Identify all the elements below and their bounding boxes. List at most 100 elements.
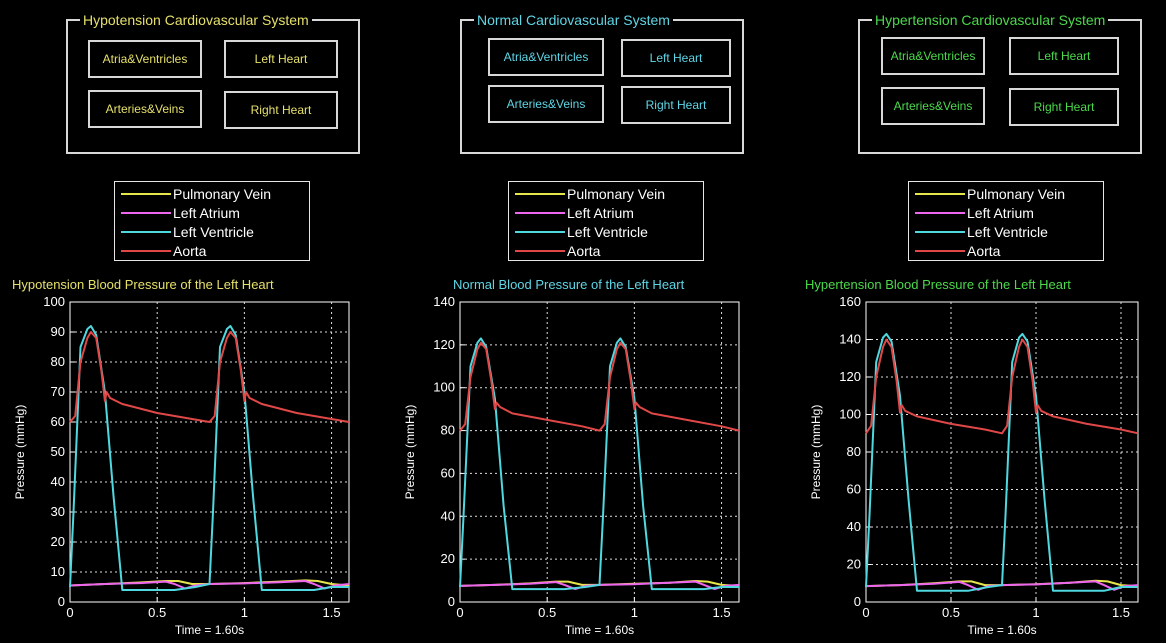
y-tick-label: 80 xyxy=(441,423,455,438)
y-tick-label: 60 xyxy=(441,465,455,480)
chart-title: Hypertension Blood Pressure of the Left … xyxy=(805,277,1071,292)
arteries-veins-button[interactable]: Arteries&Veins xyxy=(88,90,202,128)
legend-item-left-ventricle: Left Ventricle xyxy=(509,223,703,241)
legend-label: Left Ventricle xyxy=(967,224,1048,240)
legend-item-left-atrium: Left Atrium xyxy=(909,204,1103,222)
x-tick-label: 0 xyxy=(862,605,869,620)
hypotension-system-group: Hypotension Cardiovascular System Atria&… xyxy=(66,12,360,154)
legend-item-pulmonary-vein: Pulmonary Vein xyxy=(509,185,703,203)
series-line-aorta xyxy=(459,341,740,432)
legend-line xyxy=(121,231,171,233)
legend-item-pulmonary-vein: Pulmonary Vein xyxy=(909,185,1103,203)
atria-ventricles-button[interactable]: Atria&Ventricles xyxy=(88,40,202,78)
legend-item-left-ventricle: Left Ventricle xyxy=(115,223,309,241)
legend-label: Pulmonary Vein xyxy=(967,186,1066,202)
pressure-chart: 0 0.5 1 1.5 0 10 20 30 40 50 60 70 80 90 100 Time = 1.6… xyxy=(13,294,350,637)
legend-line xyxy=(515,231,565,233)
y-axis-label: Pressure (mmHg) xyxy=(13,405,27,500)
y-tick-label: 120 xyxy=(839,369,861,384)
normal-system-group: Normal Cardiovascular System Atria&Ventr… xyxy=(460,12,744,154)
y-tick-label: 20 xyxy=(847,557,861,572)
x-tick-label: 0.5 xyxy=(538,605,556,620)
legend-line xyxy=(515,212,565,214)
arteries-veins-button[interactable]: Arteries&Veins xyxy=(881,87,985,125)
y-tick-label: 140 xyxy=(433,294,455,309)
left-heart-button[interactable]: Left Heart xyxy=(1009,37,1119,75)
atria-ventricles-button[interactable]: Atria&Ventricles xyxy=(881,37,985,75)
chart-legend: Pulmonary Vein Left Atrium Left Ventricl… xyxy=(908,181,1104,261)
legend-item-aorta: Aorta xyxy=(909,242,1103,260)
chart-legend: Pulmonary Vein Left Atrium Left Ventricl… xyxy=(508,181,704,261)
chart-title: Hypotension Blood Pressure of the Left H… xyxy=(12,277,274,292)
series-line-aorta xyxy=(69,331,350,423)
left-heart-button[interactable]: Left Heart xyxy=(224,40,338,78)
legend-line xyxy=(915,193,965,195)
x-tick-label: 0.5 xyxy=(148,605,166,620)
legend-item-left-atrium: Left Atrium xyxy=(115,204,309,222)
y-tick-label: 20 xyxy=(441,551,455,566)
y-tick-label: 120 xyxy=(433,337,455,352)
hypertension-system-group: Hypertension Cardiovascular System Atria… xyxy=(858,12,1142,154)
legend-line xyxy=(515,193,565,195)
x-tick-label: 1.5 xyxy=(713,605,731,620)
chart-legend: Pulmonary Vein Left Atrium Left Ventricl… xyxy=(114,181,310,261)
legend-label: Pulmonary Vein xyxy=(173,186,272,202)
x-axis-label: Time = 1.60s xyxy=(565,623,634,637)
x-tick-label: 1 xyxy=(631,605,638,620)
x-tick-label: 1.5 xyxy=(1112,605,1130,620)
legend-line xyxy=(121,250,171,252)
x-tick-label: 1 xyxy=(241,605,248,620)
y-tick-label: 10 xyxy=(51,564,65,579)
y-tick-label: 140 xyxy=(839,332,861,347)
legend-line xyxy=(915,212,965,214)
legend-label: Aorta xyxy=(967,243,1001,259)
group-title: Hypertension Cardiovascular System xyxy=(872,12,1109,28)
y-tick-label: 40 xyxy=(441,508,455,523)
x-tick-label: 0.5 xyxy=(942,605,960,620)
group-title: Normal Cardiovascular System xyxy=(474,12,673,28)
x-tick-label: 1 xyxy=(1032,605,1039,620)
legend-item-aorta: Aorta xyxy=(509,242,703,260)
chart-title: Normal Blood Pressure of the Left Heart xyxy=(453,277,685,292)
atria-ventricles-button[interactable]: Atria&Ventricles xyxy=(488,38,604,76)
y-tick-label: 40 xyxy=(51,474,65,489)
x-axis-label: Time = 1.60s xyxy=(175,623,244,637)
left-heart-button[interactable]: Left Heart xyxy=(621,39,731,77)
arteries-veins-button[interactable]: Arteries&Veins xyxy=(488,85,604,123)
y-tick-label: 60 xyxy=(847,482,861,497)
y-tick-label: 20 xyxy=(51,534,65,549)
y-tick-label: 100 xyxy=(839,407,861,422)
right-heart-button[interactable]: Right Heart xyxy=(224,91,338,129)
legend-label: Left Atrium xyxy=(567,205,634,221)
y-tick-label: 80 xyxy=(847,444,861,459)
legend-item-left-atrium: Left Atrium xyxy=(509,204,703,222)
x-tick-label: 0 xyxy=(66,605,73,620)
legend-line xyxy=(121,212,171,214)
y-tick-label: 30 xyxy=(51,504,65,519)
y-tick-label: 90 xyxy=(51,324,65,339)
right-heart-button[interactable]: Right Heart xyxy=(1009,88,1119,126)
x-tick-label: 0 xyxy=(456,605,463,620)
legend-label: Aorta xyxy=(567,243,601,259)
pressure-chart: 0 0.5 1 1.5 0 20 40 60 80 100 120 140 Time = 1.60s Pr… xyxy=(403,294,740,637)
y-tick-label: 160 xyxy=(839,294,861,309)
y-tick-label: 100 xyxy=(433,380,455,395)
right-heart-button[interactable]: Right Heart xyxy=(621,86,731,124)
y-tick-label: 0 xyxy=(448,594,455,609)
y-tick-label: 60 xyxy=(51,414,65,429)
legend-line xyxy=(915,250,965,252)
legend-line xyxy=(915,231,965,233)
hypotension-panel: Hypotension Cardiovascular System Atria&… xyxy=(0,0,388,643)
pressure-chart: 0 0.5 1 1.5 0 20 40 60 80 100 120 140 160 Time = 1.60… xyxy=(809,294,1139,637)
legend-line xyxy=(515,250,565,252)
legend-item-aorta: Aorta xyxy=(115,242,309,260)
y-axis-label: Pressure (mmHg) xyxy=(809,405,823,500)
legend-line xyxy=(121,193,171,195)
y-axis-label: Pressure (mmHg) xyxy=(403,405,417,500)
legend-label: Pulmonary Vein xyxy=(567,186,666,202)
y-tick-label: 70 xyxy=(51,384,65,399)
hypertension-panel: Hypertension Cardiovascular System Atria… xyxy=(776,0,1164,643)
x-axis-label: Time = 1.60s xyxy=(967,623,1036,637)
plot-frame xyxy=(459,301,740,603)
legend-item-pulmonary-vein: Pulmonary Vein xyxy=(115,185,309,203)
